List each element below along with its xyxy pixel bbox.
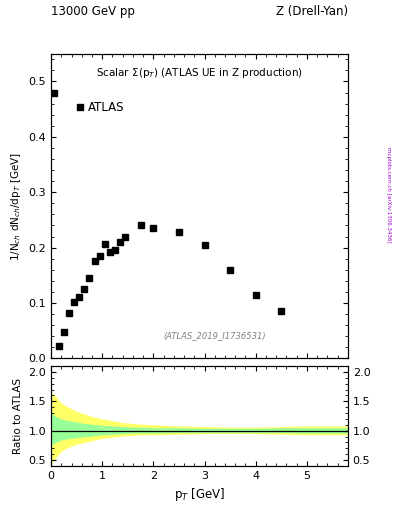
Line: ATLAS: ATLAS [50,89,285,350]
ATLAS [279,308,284,314]
ATLAS [57,343,61,349]
Text: Z (Drell-Yan): Z (Drell-Yan) [275,5,348,18]
ATLAS [123,233,128,240]
ATLAS [253,292,258,298]
ATLAS [82,286,87,292]
ATLAS [151,225,156,231]
Text: Scalar Σ(p$_{T}$) (ATLAS UE in Z production): Scalar Σ(p$_{T}$) (ATLAS UE in Z product… [96,66,303,80]
ATLAS [77,294,82,301]
ATLAS [62,329,66,335]
Y-axis label: Ratio to ATLAS: Ratio to ATLAS [13,378,23,454]
Text: mcplots.cern.ch [arXiv:1306.3436]: mcplots.cern.ch [arXiv:1306.3436] [386,147,391,242]
ATLAS [228,267,233,273]
ATLAS [138,222,143,228]
ATLAS [51,90,56,96]
ATLAS [118,239,123,245]
Text: (ATLAS_2019_I1736531): (ATLAS_2019_I1736531) [163,331,266,340]
Legend: ATLAS: ATLAS [72,96,130,119]
ATLAS [202,242,207,248]
ATLAS [87,275,92,281]
ATLAS [67,310,72,316]
Text: 13000 GeV pp: 13000 GeV pp [51,5,135,18]
ATLAS [113,247,118,253]
ATLAS [72,299,77,305]
ATLAS [108,249,112,255]
ATLAS [92,259,97,265]
ATLAS [97,253,102,259]
ATLAS [176,229,181,235]
Y-axis label: 1/N$_{ch}$ dN$_{ch}$/dp$_{T}$ [GeV]: 1/N$_{ch}$ dN$_{ch}$/dp$_{T}$ [GeV] [9,152,23,261]
X-axis label: p$_{T}$ [GeV]: p$_{T}$ [GeV] [174,486,225,503]
ATLAS [103,241,107,247]
